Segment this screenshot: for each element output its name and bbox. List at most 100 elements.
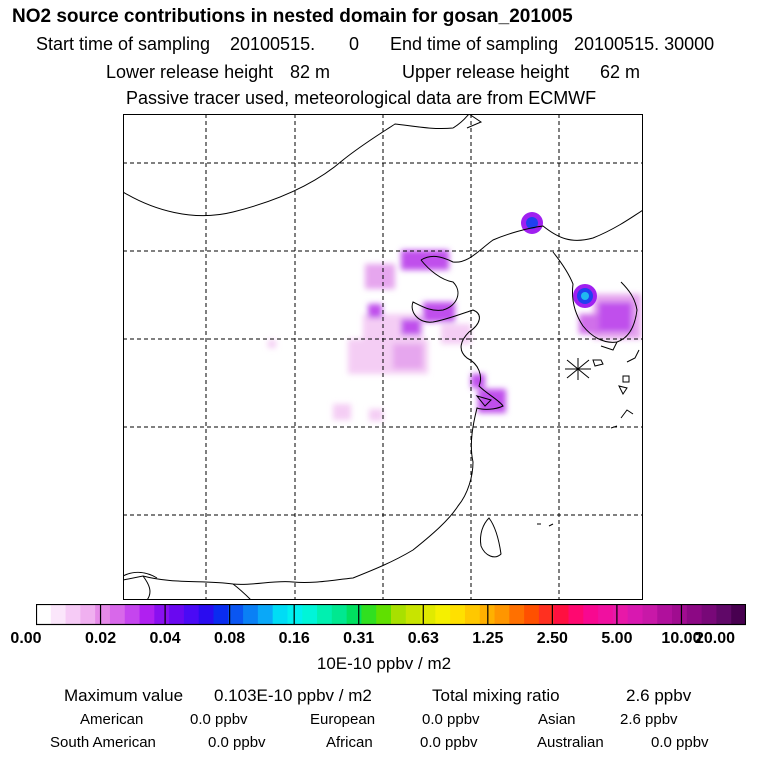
plume-cell: [598, 302, 632, 332]
receptor-marker: [565, 358, 591, 380]
colorbar-cell: [65, 604, 81, 625]
colorbar-cell: [80, 604, 96, 625]
hotspot-north-core: [526, 217, 538, 229]
colorbar-cell: [716, 604, 732, 625]
colorbar-tick-label: 20.00: [694, 630, 736, 647]
tracer-note: Passive tracer used, meteorological data…: [126, 88, 597, 108]
island-hainan: [142, 575, 151, 600]
colorbar-cell: [50, 604, 67, 625]
concentration-map: [123, 114, 643, 600]
colorbar-units: 10E-10 ppbv / m2: [316, 654, 452, 673]
colorbar-cell: [642, 604, 658, 625]
colorbar-cell: [568, 604, 584, 625]
colorbar-tick-label: 1.25: [472, 630, 504, 647]
colorbar-cell: [464, 604, 481, 625]
start-time-value: 20100515.: [230, 34, 316, 54]
end-time-value: 20100515. 30000: [574, 34, 715, 54]
region-name: Asian: [538, 711, 576, 728]
colorbar-cell: [494, 604, 510, 625]
colorbar-cell: [213, 604, 229, 625]
coastline-korea: [552, 251, 638, 343]
colorbar-cell: [109, 604, 126, 625]
colorbar-tick-label: 0.16: [278, 630, 310, 647]
coastline-korea-south: [600, 341, 618, 351]
upper-height-label: Upper release height: [402, 62, 570, 82]
plume-cell: [423, 302, 455, 322]
colorbar-cell: [598, 604, 614, 625]
colorbar-cell: [272, 604, 289, 625]
colorbar-cell: [420, 604, 436, 625]
coastline-japan-tip: [626, 349, 640, 363]
coastline-kyushu: [620, 409, 634, 419]
colorbar-tick-label: 0.63: [407, 630, 439, 647]
graticule: [123, 114, 643, 600]
colorbar-cell: [287, 604, 303, 625]
lower-height-label: Lower release height: [106, 62, 274, 82]
colorbar-cell: [583, 604, 599, 625]
colorbar-tick-label: 0.00: [10, 630, 42, 647]
colorbar-cell: [228, 604, 244, 625]
start-time-hour: 0: [349, 34, 360, 54]
coastline-korea-north: [420, 209, 643, 263]
plume-cell: [369, 409, 383, 421]
plume-cell: [268, 340, 276, 348]
coastline-bohai: [123, 259, 504, 585]
colorbar-tick-label: 2.50: [536, 630, 568, 647]
colorbar-cell: [257, 604, 274, 625]
region-value: 0.0 ppbv: [422, 711, 480, 728]
colorbar-cell: [450, 604, 466, 625]
plume-cell: [368, 304, 382, 318]
plume-cell: [401, 319, 421, 335]
region-name: Australian: [537, 734, 604, 751]
colorbar-cell: [346, 604, 363, 625]
colorbar-tick-label: 0.04: [149, 630, 181, 647]
coastline-tip: [466, 114, 483, 129]
colorbar-cell: [553, 604, 570, 625]
max-value-label: Maximum value: [64, 686, 184, 705]
total-mixing-label: Total mixing ratio: [432, 686, 560, 705]
colorbar-cell: [169, 604, 185, 625]
island-jeju: [592, 359, 604, 367]
island-small-1: [622, 375, 630, 383]
colorbar: [36, 604, 746, 626]
plume-cell: [393, 344, 423, 369]
colorbar-cell: [524, 604, 540, 625]
map-frame: [123, 114, 643, 600]
region-value: 0.0 ppbv: [651, 734, 709, 751]
colorbar-cell: [243, 604, 259, 625]
colorbar-cell: [331, 604, 348, 625]
inland-boundary: [123, 571, 158, 579]
plume-cell: [401, 250, 449, 270]
colorbar-cell: [198, 604, 215, 625]
colorbar-cell: [435, 604, 451, 625]
colorbar-tick-label: 0.31: [343, 630, 375, 647]
colorbar-cell: [154, 604, 170, 625]
region-name: African: [326, 734, 373, 751]
colorbar-cell: [731, 604, 746, 625]
colorbar-cell: [124, 604, 141, 625]
colorbar-cell: [361, 604, 377, 625]
colorbar-cell: [538, 604, 555, 625]
plume-cell: [333, 404, 351, 420]
colorbar-cell: [672, 604, 688, 625]
region-value: 2.6 ppbv: [620, 711, 678, 728]
colorbar-cell: [405, 604, 422, 625]
max-value: 0.103E-10 ppbv / m2: [214, 686, 372, 705]
colorbar-cell: [376, 604, 392, 625]
plot-title: NO2 source contributions in nested domai…: [12, 6, 573, 27]
upper-height-value: 62 m: [600, 62, 641, 82]
colorbar-frame: [36, 604, 746, 626]
colorbar-cell: [509, 604, 525, 625]
region-name: European: [310, 711, 376, 728]
plume-cell: [365, 264, 395, 289]
island-taiwan: [480, 517, 502, 558]
coastline-ryukyu: [537, 523, 554, 527]
colorbar-cell: [701, 604, 718, 625]
plume-cell: [579, 314, 599, 334]
island-yangtze: [475, 395, 492, 407]
colorbar-tick-label: 10.00: [661, 630, 702, 647]
region-name: South American: [50, 734, 156, 751]
colorbar-cell: [95, 604, 111, 625]
lower-height-value: 82 m: [290, 62, 331, 82]
coastline-vietnam: [232, 583, 252, 600]
